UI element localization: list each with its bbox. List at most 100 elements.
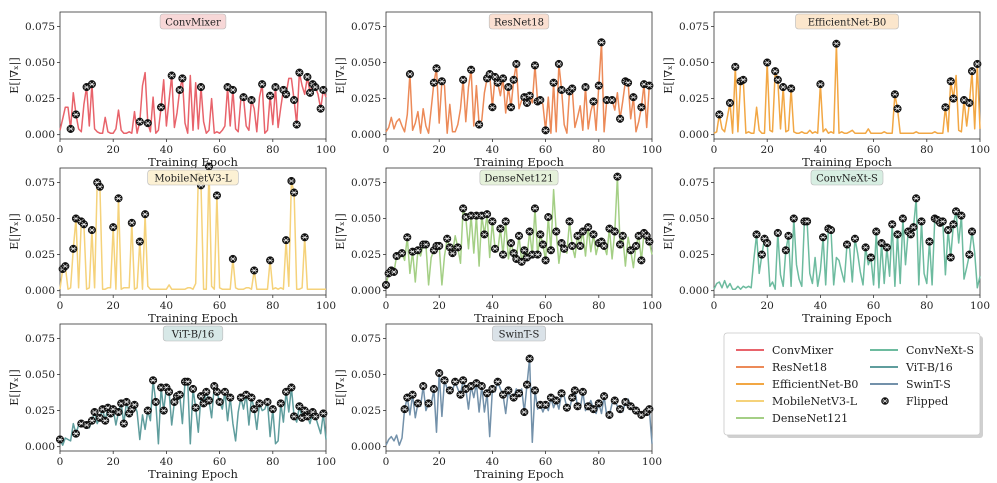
x-tick-label: 100 — [642, 300, 662, 312]
flipped-marker — [389, 267, 399, 276]
flipped-marker — [276, 399, 285, 408]
legend-entry: ConvNeXt-S — [870, 344, 974, 357]
flipped-marker — [319, 409, 328, 418]
y-tick-label: 0.075 — [351, 177, 381, 189]
flipped-marker — [303, 412, 312, 421]
x-tick-label: 80 — [266, 144, 279, 156]
flipped-marker — [616, 240, 625, 249]
x-tick-label: 40 — [486, 300, 499, 312]
x-tick-label: 100 — [316, 300, 336, 312]
flipped-marker — [893, 230, 902, 239]
flipped-marker — [282, 90, 291, 99]
flipped-marker — [581, 82, 590, 92]
flipped-marker — [610, 227, 619, 236]
x-tick-label: 40 — [486, 456, 499, 468]
flipped-marker — [151, 397, 160, 406]
flipped-marker — [952, 207, 961, 216]
flipped-marker — [520, 246, 529, 255]
flipped-marker — [71, 429, 81, 438]
flipped-marker — [167, 71, 176, 80]
flipped-marker — [397, 249, 407, 258]
legend-entry: ConvMixer — [736, 344, 834, 357]
flipped-marker — [212, 191, 221, 200]
flipped-marker — [440, 376, 449, 385]
flipped-marker — [443, 234, 452, 243]
flipped-marker — [467, 65, 476, 74]
flipped-marker — [266, 91, 275, 100]
flipped-marker — [475, 120, 484, 129]
flipped-marker — [957, 211, 966, 220]
x-tick-label: 0 — [711, 300, 718, 312]
flipped-marker — [66, 124, 75, 133]
y-tick-label: 0.025 — [679, 93, 709, 105]
y-tick-label: 0.000 — [351, 129, 381, 141]
x-axis-label: Training Epoch — [802, 311, 892, 325]
flipped-marker — [522, 98, 532, 107]
x-tick-label: 20 — [761, 144, 774, 156]
flipped-marker — [491, 244, 500, 253]
flipped-marker — [255, 399, 264, 408]
y-tick-label: 0.025 — [25, 249, 55, 261]
series-line — [59, 71, 327, 134]
flipped-marker — [509, 75, 518, 84]
y-axis-label: E[|∇ₓ|] — [8, 57, 22, 93]
flipped-marker — [536, 95, 545, 105]
flipped-marker — [629, 93, 638, 102]
flipped-marker — [906, 230, 915, 239]
flipped-marker — [781, 246, 790, 255]
x-tick-label: 20 — [761, 300, 774, 312]
y-tick-label: 0.050 — [25, 57, 55, 69]
flipped-marker — [421, 240, 430, 249]
panel-title-box — [162, 325, 224, 342]
flipped-marker — [143, 406, 152, 415]
flipped-marker — [645, 405, 654, 414]
flipped-marker — [448, 249, 457, 258]
flipped-marker — [496, 224, 505, 233]
flipped-marker — [509, 393, 518, 402]
flipped-marker — [459, 204, 468, 213]
flipped-marker — [616, 114, 625, 123]
flipped-marker — [570, 386, 579, 395]
flipped-marker — [557, 85, 566, 94]
flipped-marker — [925, 237, 934, 246]
flipped-marker — [554, 59, 563, 69]
flipped-marker — [141, 210, 150, 219]
y-tick-label: 0.000 — [679, 129, 709, 141]
flipped-marker — [419, 382, 428, 391]
flipped-marker — [789, 214, 798, 223]
flipped-marker — [912, 194, 921, 203]
y-tick-label: 0.000 — [25, 285, 55, 297]
flipped-marker — [87, 226, 96, 235]
flipped-marker — [196, 82, 206, 92]
y-tick-label: 0.000 — [351, 441, 381, 453]
flipped-marker — [220, 387, 229, 396]
x-tick-label: 60 — [867, 300, 880, 312]
flipped-marker — [946, 77, 955, 86]
legend-label: MobileNetV3-L — [772, 395, 858, 408]
panel-title: ConvNeXt-S — [816, 174, 878, 185]
flipped-marker — [239, 93, 248, 102]
flipped-marker — [536, 230, 545, 239]
x-tick-label: 80 — [592, 144, 605, 156]
flipped-marker — [381, 280, 391, 289]
x-tick-label: 100 — [970, 300, 990, 312]
legend-entry: EfficientNet-B0 — [736, 378, 858, 391]
flipped-marker — [506, 238, 516, 248]
flipped-marker — [135, 237, 144, 246]
flipped-marker — [605, 410, 614, 419]
panel-title-box — [479, 169, 559, 186]
legend: ConvMixer ResNet18 EfficientNet-B0 MobileNe… — [723, 332, 983, 438]
x-tick-label: 20 — [107, 144, 120, 156]
flipped-marker — [608, 95, 617, 105]
flipped-marker — [826, 226, 836, 235]
y-tick-label: 0.025 — [679, 249, 709, 261]
panel-title-box — [795, 13, 899, 30]
flipped-marker — [514, 389, 524, 398]
flipped-marker — [645, 81, 654, 90]
x-tick-label: 40 — [486, 144, 499, 156]
y-tick-label: 0.050 — [25, 213, 55, 225]
x-tick-label: 60 — [213, 144, 226, 156]
panel-title: ResNet18 — [494, 18, 544, 29]
flipped-marker — [530, 386, 540, 395]
